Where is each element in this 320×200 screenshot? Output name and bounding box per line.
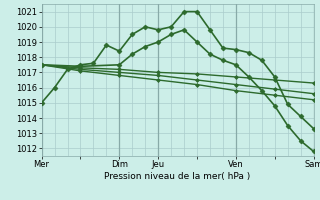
X-axis label: Pression niveau de la mer( hPa ): Pression niveau de la mer( hPa )	[104, 172, 251, 181]
